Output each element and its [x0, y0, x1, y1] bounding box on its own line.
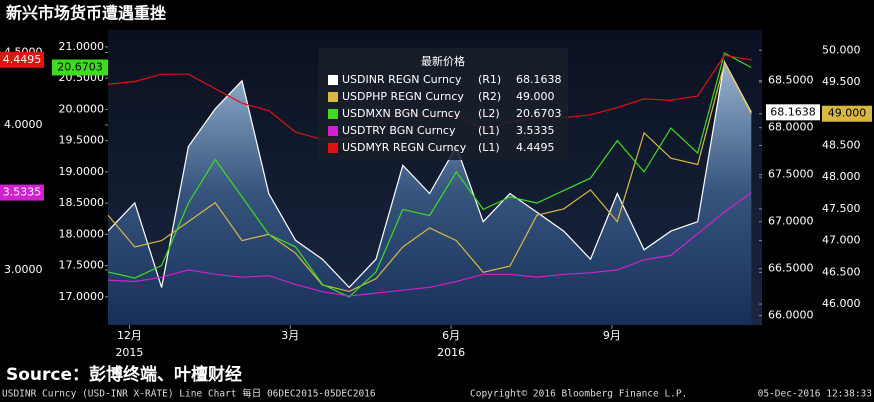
y-tick-label: 21.0000 [59, 40, 105, 53]
y-tick-label: 17.5000 [59, 259, 105, 272]
legend-swatch [328, 126, 338, 136]
legend-name: USDMXN BGN Curncy [342, 107, 461, 120]
legend-axis: (R1) [478, 73, 501, 86]
footer-date: 05-Dec-2016 12:38:33 [758, 389, 872, 400]
x-tick-label: 3月 [281, 329, 299, 342]
y-tick-label: 18.0000 [59, 227, 105, 240]
y-tick-label: 18.5000 [59, 196, 105, 209]
last-value-marker [0, 184, 44, 201]
y-tick-label: 48.000 [822, 170, 861, 183]
y-tick-label: 68.5000 [768, 74, 814, 87]
legend-box [318, 48, 568, 160]
y-tick-label: 66.0000 [768, 309, 814, 322]
legend-value: 68.1638 [516, 73, 562, 86]
legend-title: 最新价格 [421, 54, 465, 68]
line [107, 61, 752, 293]
legend-axis: (L2) [478, 107, 500, 120]
x-tick-label: 9月 [603, 329, 621, 342]
y-tick-label: 19.5000 [59, 134, 105, 147]
y-tick-label: 20.0000 [59, 102, 105, 115]
legend-value: 20.6703 [516, 107, 562, 120]
y-tick-label: 49.500 [822, 75, 861, 88]
legend-name: USDPHP REGN Curncy [342, 90, 464, 103]
y-tick-label: 50.000 [822, 43, 861, 56]
last-value-marker [52, 59, 108, 76]
legend-value: 4.4495 [516, 141, 555, 154]
y-tick-label: 46.000 [822, 297, 861, 310]
y-tick-label: 19.0000 [59, 165, 105, 178]
y-tick-label: 17.0000 [59, 290, 105, 303]
line [107, 192, 752, 297]
legend-name: USDTRY BGN Curncy [342, 124, 456, 137]
last-value-marker [766, 104, 820, 121]
legend-swatch [328, 109, 338, 119]
y-tick-label: 47.000 [822, 234, 861, 247]
y-tick-label: 46.500 [822, 265, 861, 278]
y-tick-label: 67.0000 [768, 215, 814, 228]
legend-swatch [328, 92, 338, 102]
last-value-label: 4.4495 [3, 53, 42, 66]
last-value-label: 3.5335 [3, 186, 42, 199]
last-value-label: 68.1638 [770, 105, 816, 118]
legend-swatch [328, 143, 338, 153]
x-tick-label: 6月 [442, 329, 460, 342]
y-tick-label: 67.5000 [768, 168, 814, 181]
legend-axis: (L1) [478, 141, 500, 154]
last-value-marker [0, 51, 44, 68]
legend-swatch [328, 75, 338, 85]
line [107, 52, 752, 298]
legend-name: USDMYR REGN Curncy [342, 141, 467, 154]
y-tick-label: 66.5000 [768, 262, 814, 275]
y-tick-label: 68.0000 [768, 121, 814, 134]
legend-axis: (L1) [478, 124, 500, 137]
legend-name: USDINR REGN Curncy [342, 73, 462, 86]
legend-value: 49.000 [516, 90, 555, 103]
footer-left: USDINR Curncy (USD-INR X-RATE) Line Char… [2, 388, 376, 400]
last-value-label: 49.000 [828, 107, 867, 120]
legend-axis: (R2) [478, 90, 501, 103]
legend-value: 3.5335 [516, 124, 555, 137]
x-tick-label: 12月 [117, 329, 142, 342]
plot [107, 52, 752, 326]
last-value-marker [822, 105, 872, 122]
footer-copyright: Copyright© 2016 Bloomberg Finance L.P. [470, 389, 687, 400]
y-tick-label: 47.500 [822, 202, 861, 215]
line [107, 60, 752, 289]
chart-title: 新兴市场货币遭遇重挫 [6, 4, 166, 23]
x-year-label: 2016 [437, 346, 465, 359]
y-tick-label: 48.500 [822, 138, 861, 151]
source: Source：彭博终端、叶檀财经 [6, 364, 242, 385]
y-tick-label: 4.0000 [4, 118, 43, 131]
last-value-label: 20.6703 [57, 60, 103, 73]
y-tick-label: 3.0000 [4, 263, 43, 276]
x-year-label: 2015 [115, 346, 143, 359]
